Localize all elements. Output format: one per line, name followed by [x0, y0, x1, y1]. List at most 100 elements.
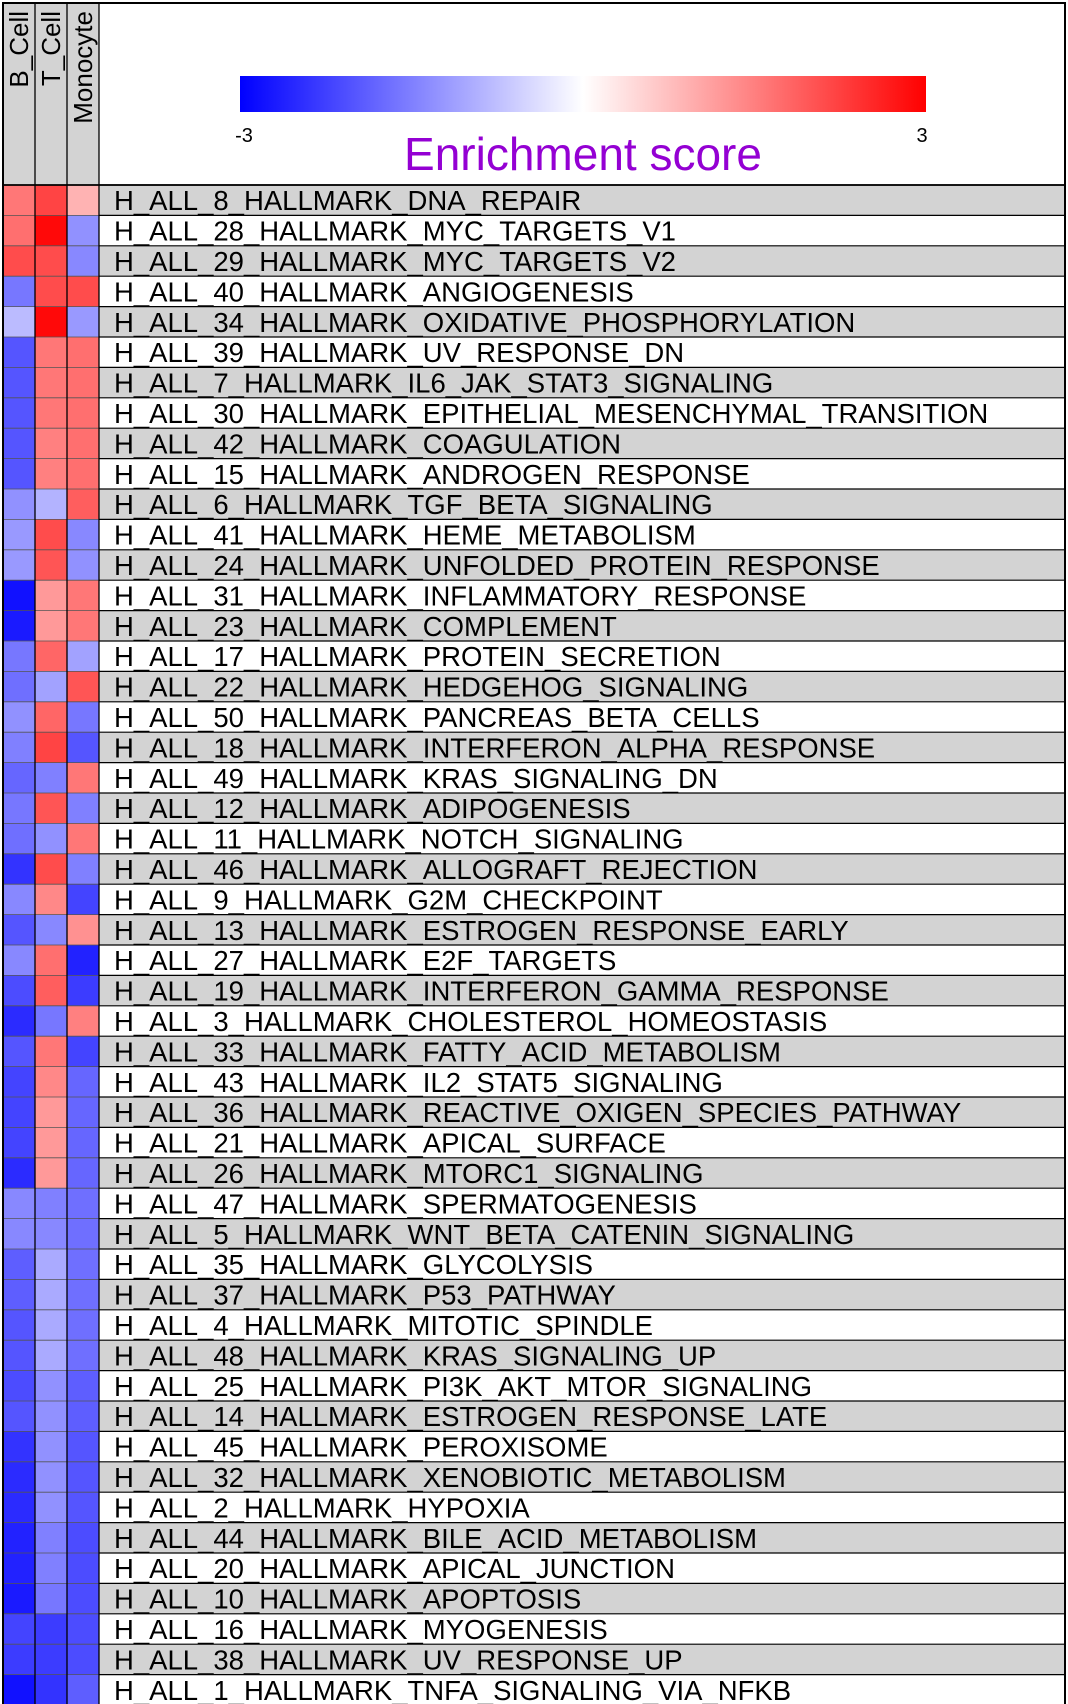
row-band — [99, 1097, 1065, 1128]
heatmap-cell — [3, 793, 35, 824]
row-band — [99, 276, 1065, 307]
row-label: H_ALL_47_HALLMARK_SPERMATOGENESIS — [114, 1188, 697, 1219]
heatmap-cell — [67, 1127, 99, 1158]
row-band — [99, 1522, 1065, 1553]
row-band — [99, 185, 1065, 216]
heatmap-cell — [35, 1279, 67, 1310]
legend-tick-min: -3 — [235, 125, 253, 147]
row-band — [99, 397, 1065, 429]
heatmap-cell — [35, 1157, 67, 1189]
row-band — [99, 1309, 1065, 1341]
row-label: H_ALL_27_HALLMARK_E2F_TARGETS — [114, 945, 616, 976]
heatmap-cell — [67, 1340, 99, 1371]
row-band — [99, 306, 1065, 337]
row-band — [99, 793, 1065, 824]
row-label: H_ALL_16_HALLMARK_MYOGENESIS — [114, 1614, 608, 1645]
heatmap-cell — [67, 641, 99, 672]
heatmap-cell — [67, 1188, 99, 1219]
row-label: H_ALL_35_HALLMARK_GLYCOLYSIS — [114, 1249, 593, 1280]
row-label: H_ALL_10_HALLMARK_APOPTOSIS — [114, 1584, 581, 1615]
heatmap-cell — [3, 823, 35, 854]
heatmap-cell — [3, 397, 35, 429]
heatmap-cell — [3, 853, 35, 885]
heatmap-cell — [35, 1522, 67, 1553]
column-header-bg-monocyte — [67, 3, 99, 185]
row-label: H_ALL_22_HALLMARK_HEDGEHOG_SIGNALING — [114, 672, 748, 703]
row-label: H_ALL_43_HALLMARK_IL2_STAT5_SIGNALING — [114, 1067, 723, 1098]
heatmap-cell — [67, 914, 99, 945]
heatmap-cell — [35, 762, 67, 793]
heatmap-cell — [3, 1613, 35, 1645]
row-band — [99, 1553, 1065, 1584]
heatmap-cell — [3, 1461, 35, 1493]
heatmap-cell — [35, 1249, 67, 1280]
row-label: H_ALL_34_HALLMARK_OXIDATIVE_PHOSPHORYLAT… — [114, 307, 855, 338]
row-band — [99, 610, 1065, 641]
row-label: H_ALL_21_HALLMARK_APICAL_SURFACE — [114, 1128, 666, 1159]
row-label: H_ALL_30_HALLMARK_EPITHELIAL_MESENCHYMAL… — [114, 398, 988, 429]
heatmap-cell — [35, 732, 67, 763]
row-band — [99, 1218, 1065, 1249]
row-band — [99, 549, 1065, 581]
row-band — [99, 1674, 1065, 1704]
heatmap-cell — [3, 610, 35, 641]
row-band — [99, 489, 1065, 520]
row-band — [99, 732, 1065, 763]
heatmap-cell — [35, 1553, 67, 1584]
color-legend-bar — [240, 76, 926, 112]
heatmap-cell — [3, 914, 35, 945]
row-label: H_ALL_50_HALLMARK_PANCREAS_BETA_CELLS — [114, 702, 760, 733]
row-band — [99, 1492, 1065, 1523]
heatmap-cell — [3, 671, 35, 702]
heatmap-cell — [67, 1522, 99, 1553]
heatmap-cell — [35, 1583, 67, 1614]
heatmap-cell — [35, 641, 67, 672]
row-label: H_ALL_20_HALLMARK_APICAL_JUNCTION — [114, 1553, 675, 1584]
row-band — [99, 1644, 1065, 1675]
heatmap-cell — [3, 215, 35, 246]
heatmap-cell — [35, 276, 67, 307]
heatmap-cell — [67, 610, 99, 641]
heatmap-cell — [67, 945, 99, 976]
heatmap-cell — [67, 1218, 99, 1249]
row-label: H_ALL_36_HALLMARK_REACTIVE_OXIGEN_SPECIE… — [114, 1097, 961, 1128]
heatmap-cell — [67, 1066, 99, 1097]
heatmap-cell — [3, 519, 35, 550]
heatmap-cell — [3, 1583, 35, 1614]
heatmap-cell — [3, 428, 35, 459]
heatmap-cell — [35, 793, 67, 824]
heatmap-cell — [67, 1583, 99, 1614]
heatmap-cell — [67, 1431, 99, 1462]
row-band — [99, 1157, 1065, 1189]
column-label-monocyte: Monocyte — [68, 11, 98, 124]
heatmap-cell — [67, 458, 99, 489]
heatmap-cell — [35, 1127, 67, 1158]
heatmap-cell — [3, 1644, 35, 1675]
row-band — [99, 1036, 1065, 1067]
heatmap-cell — [35, 914, 67, 945]
heatmap-cell — [67, 1492, 99, 1523]
heatmap-cell — [67, 793, 99, 824]
row-band — [99, 975, 1065, 1006]
row-band — [99, 762, 1065, 793]
heatmap-cell — [35, 489, 67, 520]
heatmap-cell — [35, 1340, 67, 1371]
heatmap-cell — [35, 1370, 67, 1401]
column-label-t-cell: T_Cell — [36, 11, 66, 86]
row-band — [99, 945, 1065, 976]
row-band — [99, 1005, 1065, 1037]
row-band — [99, 1340, 1065, 1371]
heatmap-cell — [35, 549, 67, 581]
heatmap-cell — [35, 945, 67, 976]
row-label: H_ALL_29_HALLMARK_MYC_TARGETS_V2 — [114, 246, 676, 277]
column-header-bg-t-cell — [35, 3, 67, 185]
row-band — [99, 1066, 1065, 1097]
row-label: H_ALL_31_HALLMARK_INFLAMMATORY_RESPONSE — [114, 580, 806, 611]
heatmap-cell — [3, 1279, 35, 1310]
heatmap-cell — [3, 337, 35, 368]
heatmap-cell — [3, 489, 35, 520]
heatmap-cell — [35, 1461, 67, 1493]
heatmap-cell — [3, 1157, 35, 1189]
heatmap-cell — [67, 519, 99, 550]
